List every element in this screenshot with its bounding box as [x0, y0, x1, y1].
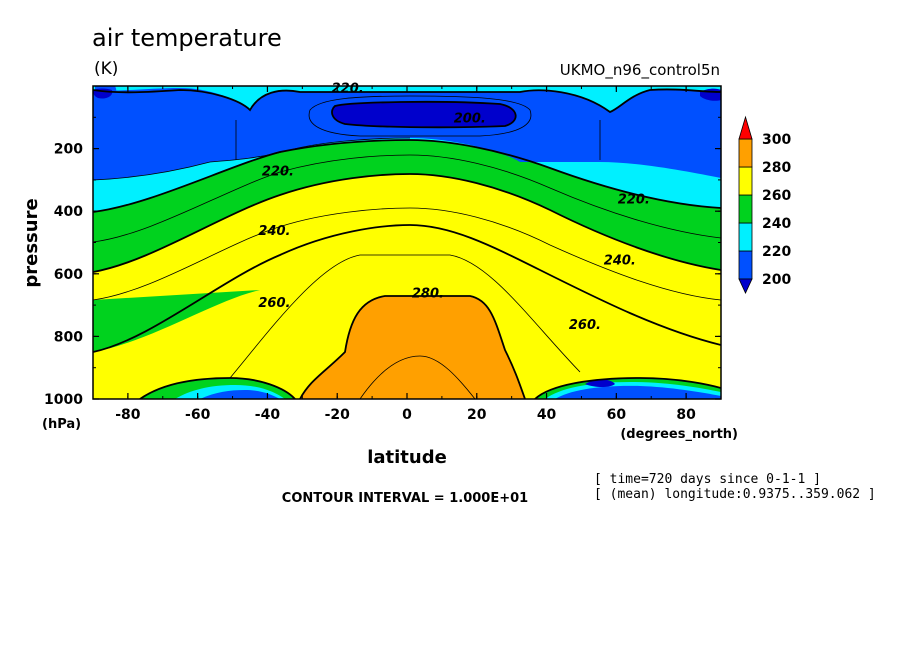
contour-220-top [93, 88, 721, 114]
x-axis-label: latitude [367, 447, 447, 468]
time-note: [ time=720 days since 0-1-1 ] [594, 472, 821, 487]
colorbar-label: 200 [762, 272, 791, 288]
contour-surface-left-240 [139, 377, 296, 399]
band-surface-right-200 [555, 385, 721, 399]
x-axis: -80 -60 -40 -20 0 20 40 60 80 [92, 86, 722, 423]
contour-label: 200. [454, 111, 486, 126]
contour-280 [299, 295, 526, 399]
chart-title: air temperature [92, 24, 282, 52]
x-tick-label: 60 [607, 407, 627, 423]
colorbar-under-arrow [738, 278, 753, 294]
band-surface-left-200 [200, 390, 280, 399]
colorbar-segment [738, 222, 753, 252]
y-tick-label: 800 [54, 329, 83, 345]
colorbar: 300 280 260 240 220 200 [738, 115, 791, 294]
dataset-name: UKMO_n96_control5n [560, 61, 720, 80]
chart-units: (K) [94, 59, 118, 79]
colorbar-segment [738, 166, 753, 196]
longitude-note: [ (mean) longitude:0.9375..359.062 ] [594, 487, 876, 502]
band-260-280-lower [93, 174, 721, 399]
colorbar-over-arrow [738, 115, 753, 140]
contour-label: 260. [258, 296, 290, 311]
x-tick-label: -20 [325, 407, 351, 423]
contour-210-left [93, 137, 411, 181]
colorbar-label: 240 [762, 216, 791, 232]
band-200-220-upper [93, 89, 721, 180]
x-tick-label: 0 [402, 407, 412, 423]
contour-label: 240. [604, 254, 636, 269]
contour-250 [93, 207, 721, 301]
x-tick-label: -40 [255, 407, 281, 423]
temperature-field [93, 86, 721, 399]
y-axis: 200 400 600 800 1000 [44, 116, 721, 408]
x-tick-label: -60 [185, 407, 211, 423]
x-tick-label: -80 [115, 407, 141, 423]
contour-label: 260. [569, 318, 601, 333]
contour-interval: CONTOUR INTERVAL = 1.000E+01 [282, 491, 528, 506]
contour-260 [93, 224, 721, 353]
contour-270 [229, 254, 581, 379]
contour-label: 280. [412, 287, 444, 302]
colorbar-segment [738, 138, 753, 168]
contour-290 [359, 355, 476, 399]
contour-label: 220. [332, 82, 364, 97]
band-280-300 [300, 296, 525, 399]
y-tick-label: 600 [54, 267, 83, 283]
x-tick-label: 40 [537, 407, 557, 423]
contour-surface-right-240 [534, 377, 721, 399]
contour-label: 220. [618, 193, 650, 208]
colorbar-label: 220 [762, 244, 791, 260]
contour-240 [93, 173, 721, 273]
colorbar-label: 260 [762, 188, 791, 204]
colorbar-segment [738, 194, 753, 224]
contour-230 [93, 154, 721, 243]
y-tick-label: 200 [54, 142, 83, 158]
x-axis-units: (degrees_north) [620, 427, 738, 442]
colorbar-label: 280 [762, 160, 791, 176]
contour-200 [331, 100, 517, 129]
x-tick-label: 80 [676, 407, 696, 423]
colorbar-label: 300 [762, 132, 791, 148]
contour-labels: 220. 200. 220. 220. 240. 240. 260. 280. 260. [258, 82, 649, 333]
contour-210-center [308, 95, 532, 137]
contour-label: 220. [262, 165, 294, 180]
y-axis-units: (hPa) [42, 417, 81, 432]
y-tick-label: 1000 [44, 392, 83, 408]
x-tick-label: 20 [467, 407, 487, 423]
y-axis-label: pressure [21, 198, 42, 287]
y-tick-label: 400 [54, 204, 83, 220]
contour-lines [93, 88, 721, 399]
contour-220 [93, 139, 721, 213]
contour-label: 240. [258, 224, 290, 239]
band-below-200 [332, 101, 516, 128]
colorbar-segment [738, 250, 753, 280]
